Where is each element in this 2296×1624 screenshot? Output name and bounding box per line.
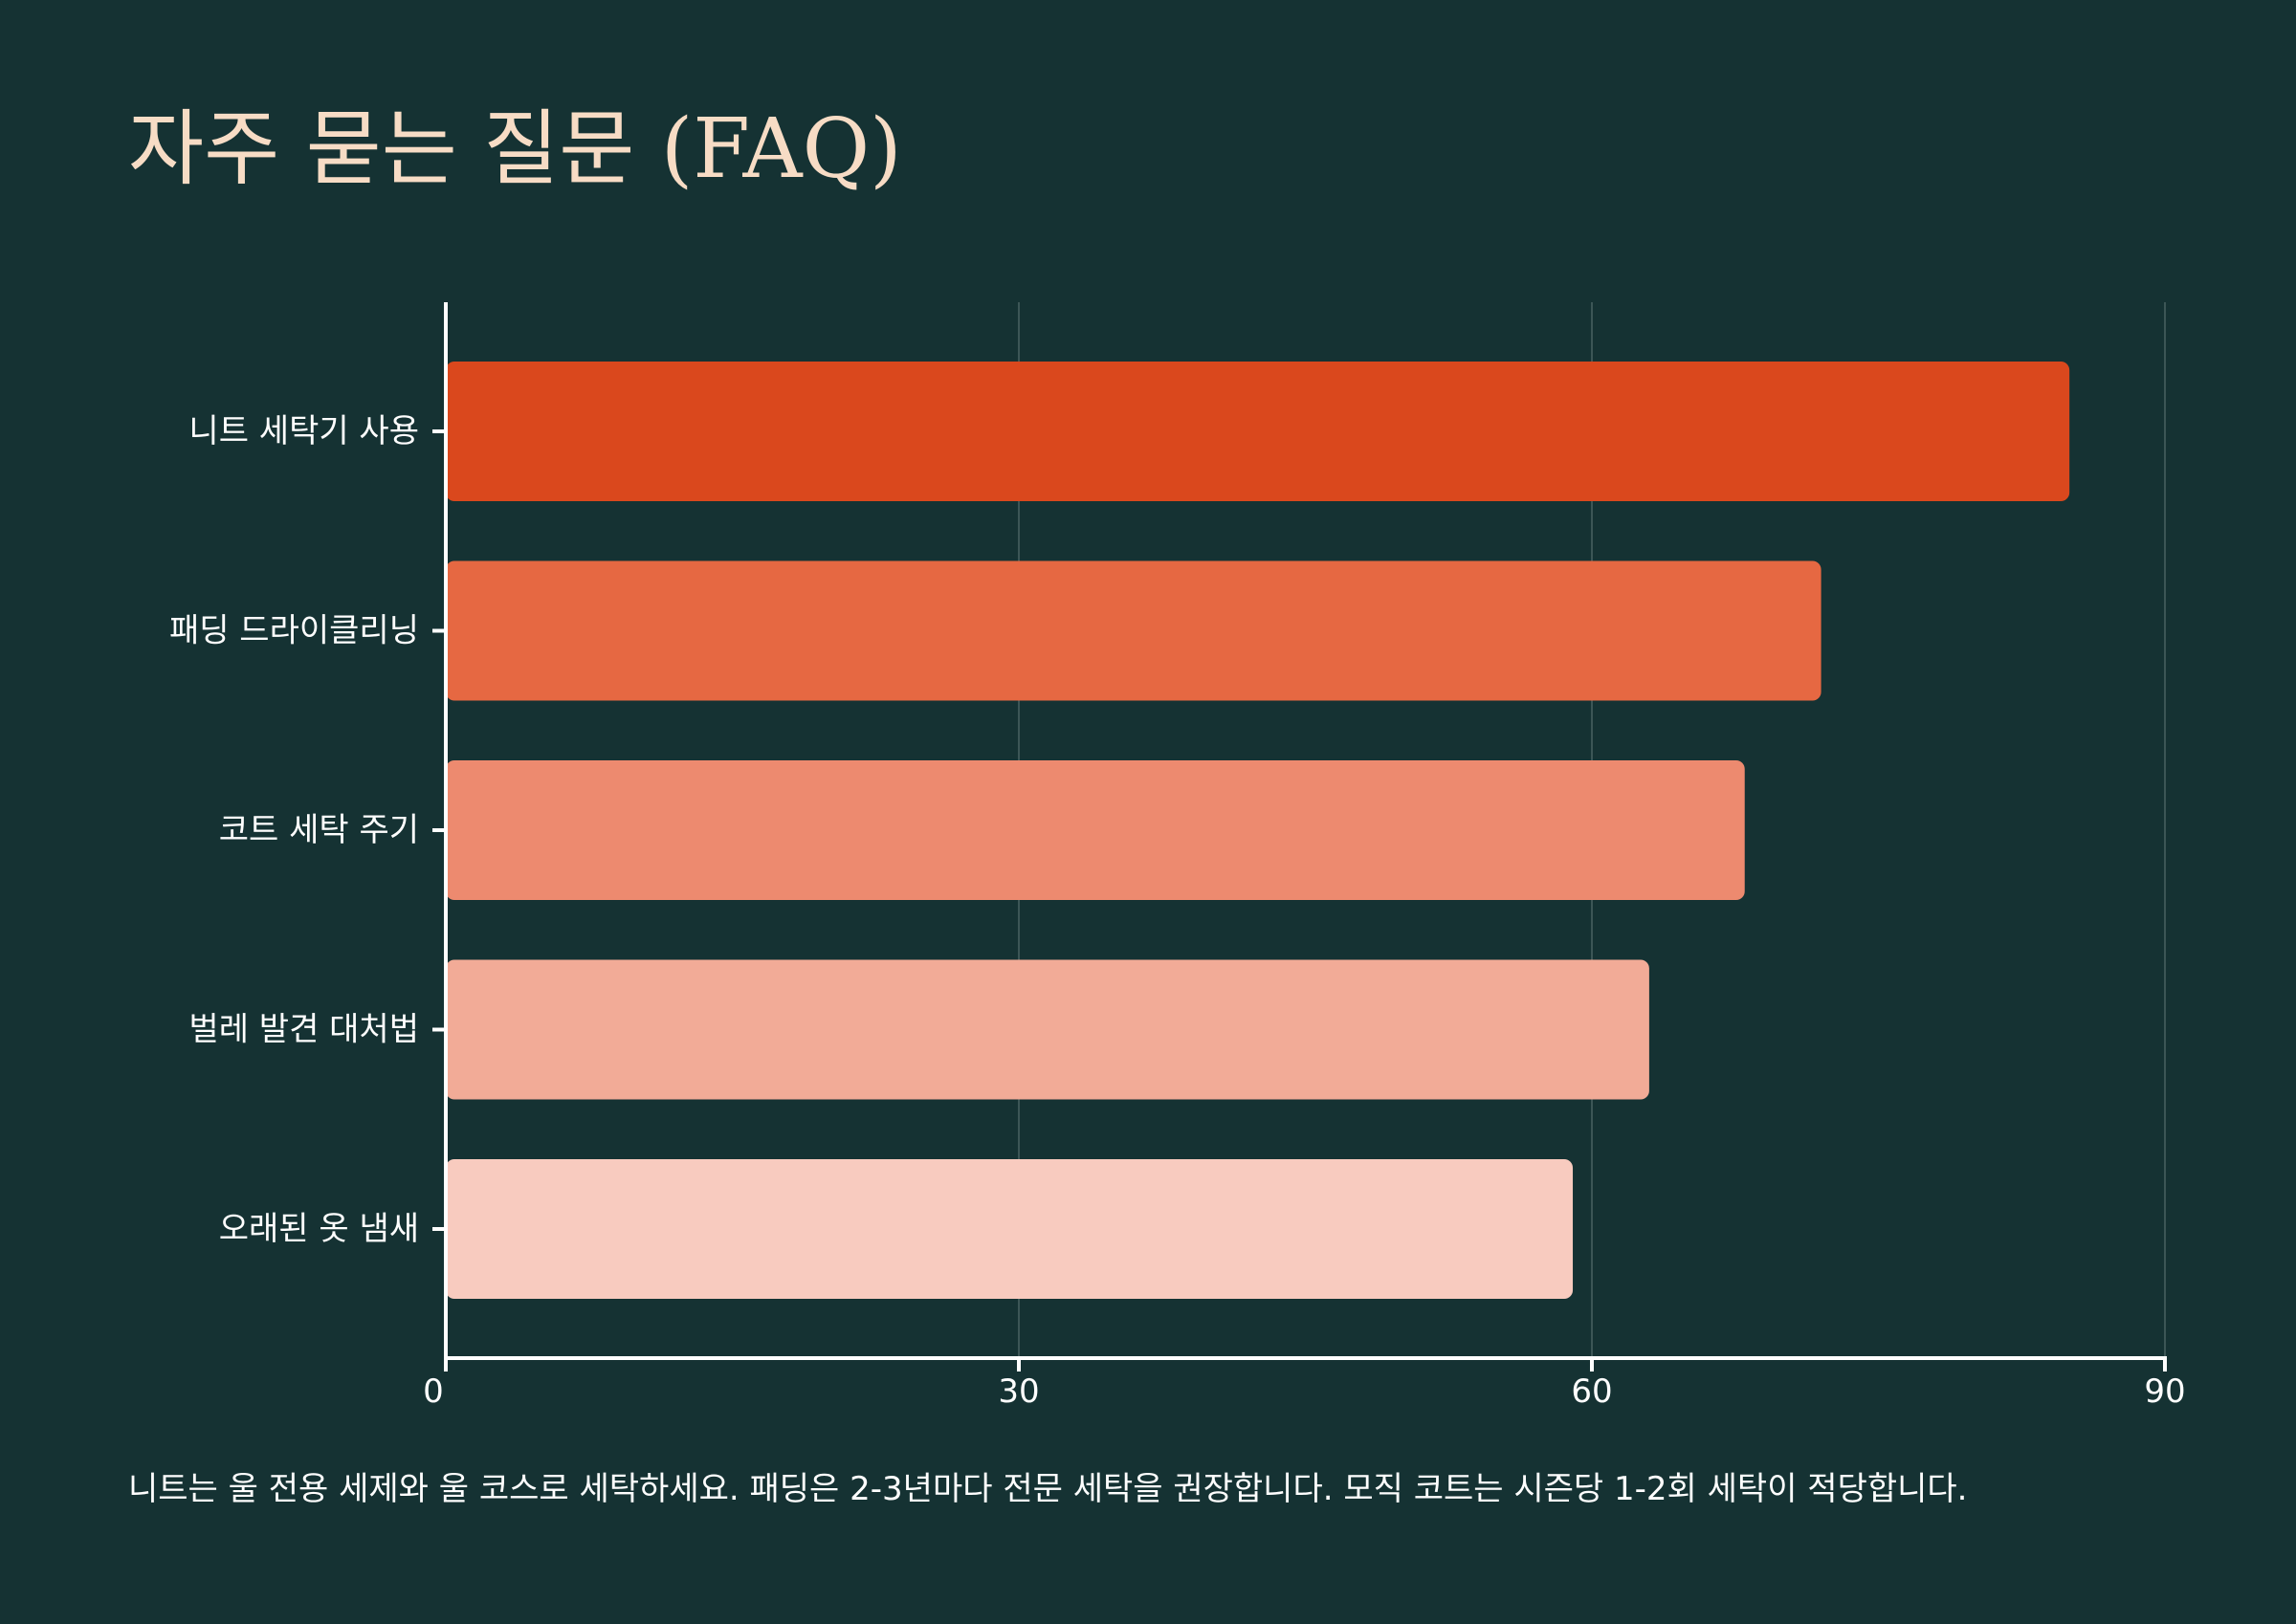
bar-4 <box>446 959 1649 1100</box>
bar-3 <box>446 760 1745 900</box>
chart-title: 자주 묻는 질문 (FAQ) <box>128 101 902 197</box>
footnote-text: 니트는 울 전용 세제와 울 코스로 세탁하세요. 패딩은 2-3년마다 전문 … <box>128 1470 1968 1508</box>
category-label-1: 니트 세탁기 사용 <box>188 412 419 450</box>
value-tick-label-30: 30 <box>998 1372 1039 1411</box>
category-label-2: 패딩 드라이클리닝 <box>169 612 419 650</box>
value-tick-label-0: 0 <box>423 1372 444 1411</box>
bars <box>446 362 2070 1299</box>
category-label-4: 벌레 발견 대처법 <box>188 1011 419 1049</box>
bar-2 <box>446 560 1821 701</box>
value-tick-label-60: 60 <box>1571 1372 1612 1411</box>
category-label-5: 오래된 옷 냄새 <box>219 1210 419 1248</box>
value-ticks: 0 30 60 90 <box>423 1358 2186 1411</box>
bar-5 <box>446 1159 1574 1299</box>
value-tick-label-90: 90 <box>2144 1372 2185 1411</box>
category-label-3: 코트 세탁 주기 <box>219 811 419 849</box>
bar-1 <box>446 362 2070 501</box>
